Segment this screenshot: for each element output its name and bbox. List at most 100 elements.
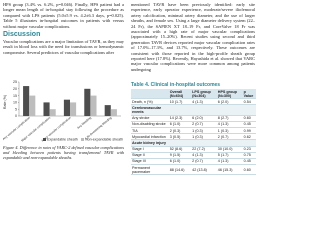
table-row: Any stroke 14 (2.3) 6 (2.0) 8 (2.7) 0.60 [131,115,256,122]
bar [110,109,117,116]
table-cell [216,139,243,147]
table-cell: 2 (0.3) [168,127,192,135]
table-title: Table 4. Clinical in-hospital outcomes [131,82,221,88]
table-cell: 6 (2.0) [216,98,243,106]
bar [84,88,91,116]
table-row: Acute kidney injury [131,139,256,147]
table-cell: 4 (1.3) [191,98,217,106]
table-row: Cerebrovascular events [131,104,256,116]
table-row: Myocardial infarction 3 (0.5) 1 (0.3) 2 (0.… [131,133,256,141]
table-cell: 6 (1.0) [168,158,192,166]
table-row: TIA 2 (0.3) 1 (0.3) 1 (0.3) 0.99 [131,127,256,135]
table-cell [242,139,256,147]
table-cell: 0.45 [242,121,256,128]
table-cell: 46 (15.3) [216,164,243,176]
table-cell: Myocardial infarction [131,133,169,141]
bar [90,95,97,116]
y-tick-label: 0 [15,114,17,118]
paragraph: Vascular complications are a major limit… [3,39,124,55]
table-cell [191,104,217,116]
table-cell: 0.60 [242,164,256,176]
paragraph: HPS group (3.4% vs. 6.2%, p=0.046). Fina… [3,2,124,29]
table-cell: TIA [131,127,169,135]
figure-caption: Figure 4. Difference in rates of VARC-2 … [3,145,124,160]
y-axis-label: Rate (%) [3,95,7,109]
table-cell: 0.99 [242,127,256,135]
bar [29,95,36,116]
bar [49,109,56,116]
table-header-cell: p Value [242,89,256,100]
legend-swatch [81,138,84,141]
table-cell [216,104,243,116]
legend-swatch [43,138,46,141]
bar [104,105,111,116]
table-cell: 1 (0.3) [191,133,217,141]
right-column: mentioned TAVR have been previously iden… [131,2,255,72]
table-cell [242,104,256,116]
table-block: Table 4. Clinical in-hospital outcomes O… [131,82,256,176]
y-tick-label: 10 [13,101,17,105]
legend-label: Expandable sheath [47,138,78,142]
table-header-cell [131,89,169,100]
table-cell: 0.62 [242,133,256,141]
table-cell: 9 (1.5) [168,152,192,159]
table-header-cell: LPS group (N=304) [191,89,217,100]
table-row: Permanent pacemaker 88 (14.6) 42 (13.8) 46 … [131,164,256,176]
table-cell: Stage II [131,152,169,159]
table-cell: Stage III [131,158,169,166]
table-cell: 6 (2.0) [191,115,217,122]
table-cell [191,139,217,147]
y-tick-label: 15 [13,94,17,98]
table-header-cell: Overall (N=604) [168,89,192,100]
section-heading: Discussion [3,31,41,39]
table-row: Death, n (%) 10 (1.7) 4 (1.3) 6 (2.0) 0.54 [131,98,256,106]
table-cell: 2 (0.7) [191,121,217,128]
y-tick-label: 5 [15,107,17,111]
table-cell: Cerebrovascular events [131,104,169,116]
table-cell: 88 (14.6) [168,164,192,176]
table-cell: 0.75 [242,152,256,159]
y-tick-label: 20 [13,87,17,91]
table-cell: 0.54 [242,98,256,106]
table-row: Stage I 52 (8.6) 22 (7.2) 30 (10.0) 0.23 [131,146,256,153]
table-cell: Non-disabling stroke [131,121,169,128]
paragraph: mentioned TAVR have been previously iden… [131,2,255,72]
table-cell: 14 (2.3) [168,115,192,122]
bar [43,102,50,116]
bar [23,86,30,116]
table-cell: Stage I [131,146,169,153]
legend-label: Non-expandable sheath [85,138,123,142]
table-cell: 3 (0.5) [168,133,192,141]
bar [70,102,77,116]
table-header-cell: HPS group (N=300) [216,89,243,100]
table-cell: 4 (1.3) [216,158,243,166]
table-cell [168,104,192,116]
x-tick-label: Any bleeding [76,115,92,129]
table-cell: 2 (0.7) [191,158,217,166]
table-cell: 8 (2.7) [216,115,243,122]
left-column: HPS group (3.4% vs. 6.2%, p=0.046). Fina… [3,2,124,55]
table-row: Stage II 9 (1.5) 4 (1.3) 5 (1.7) 0.75 [131,152,256,159]
table-cell: 1 (0.3) [191,127,217,135]
table-cell: Death, n (%) [131,98,169,106]
table-cell: 0.45 [242,158,256,166]
bar [63,99,70,116]
table-cell: 4 (1.3) [191,152,217,159]
table-cell: 52 (8.6) [168,146,192,153]
table-cell: 6 (1.0) [168,121,192,128]
table-cell: 30 (10.0) [216,146,243,153]
table-cell: 10 (1.7) [168,98,192,106]
table-row: Non-disabling stroke 6 (1.0) 2 (0.7) 4 (1.3… [131,121,256,128]
table-cell: 5 (1.7) [216,152,243,159]
table-cell: 1 (0.3) [216,127,243,135]
table-cell: 2 (0.7) [216,133,243,141]
table-cell: Permanent pacemaker [131,164,169,176]
table-cell: Acute kidney injury [131,139,169,147]
table: Overall (N=604) LPS group (N=304) HPS grou… [131,89,256,176]
y-tick-label: 25 [13,80,17,84]
table-cell [168,139,192,147]
table-cell: 0.60 [242,115,256,122]
table-cell: 22 (7.2) [191,146,217,153]
table-row: Stage III 6 (1.0) 2 (0.7) 4 (1.3) 0.45 [131,158,256,166]
